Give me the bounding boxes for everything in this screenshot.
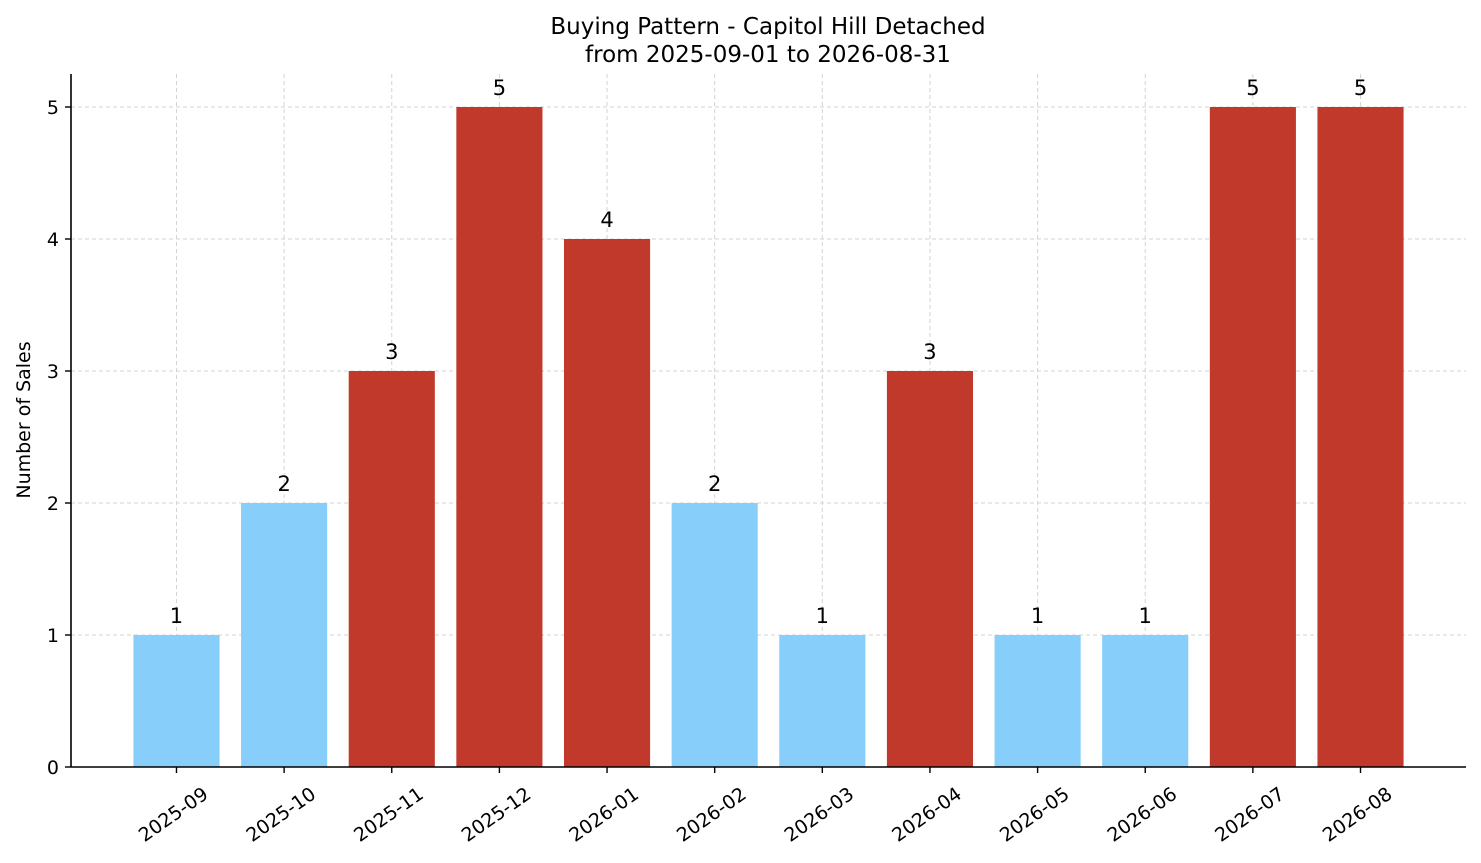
y-tick-label: 0 (47, 757, 59, 779)
x-tick-label: 2025-09 (135, 783, 213, 847)
y-tick-label: 2 (47, 493, 59, 515)
x-tick-label: 2026-03 (781, 783, 859, 847)
bar-data-label: 5 (493, 76, 506, 100)
bar-data-label: 1 (816, 604, 829, 628)
bar-2025-12 (456, 107, 543, 767)
chart-title: Buying Pattern - Capitol Hill Detached (550, 14, 985, 40)
y-tick-label: 5 (47, 97, 59, 119)
x-tick-label: 2025-12 (458, 783, 536, 847)
bar-2026-04 (886, 371, 974, 767)
bar-layer (133, 107, 1404, 767)
bar-data-label: 5 (1354, 76, 1367, 100)
bar-2025-09 (133, 635, 220, 767)
x-tick-label: 2025-11 (350, 783, 428, 847)
y-tick-label: 3 (47, 361, 59, 383)
y-tick-label: 1 (47, 625, 59, 647)
bar-2026-03 (779, 635, 866, 767)
bar-2026-01 (563, 239, 651, 767)
x-tick-label: 2026-04 (888, 783, 966, 847)
bar-data-label: 2 (277, 472, 290, 496)
x-tick-label: 2026-05 (996, 783, 1074, 847)
bar-2026-05 (994, 635, 1081, 767)
bar-2026-07 (1209, 107, 1296, 767)
bar-data-label: 1 (170, 604, 183, 628)
bar-2026-06 (1102, 635, 1189, 767)
x-tick-label: 2026-01 (565, 783, 643, 847)
bar-data-label: 3 (923, 340, 936, 364)
x-tick-label: 2026-08 (1319, 783, 1397, 847)
x-tick-label: 2026-07 (1211, 783, 1289, 847)
bar-data-label: 1 (1139, 604, 1152, 628)
label-layer: 1 2 3 5 4 2 1 3 1 1 5 5 (170, 76, 1367, 628)
x-tick-label: 2026-02 (673, 783, 751, 847)
bar-data-label: 2 (708, 472, 721, 496)
x-tick-label: 2025-10 (242, 783, 320, 847)
y-axis-label: Number of Sales (13, 341, 35, 498)
bar-2025-11 (348, 371, 435, 767)
chart-subtitle: from 2025-09-01 to 2026-08-31 (585, 42, 951, 68)
bar-data-label: 1 (1031, 604, 1044, 628)
bar-data-label: 3 (385, 340, 398, 364)
y-tick-label: 4 (47, 229, 59, 251)
bar-2025-10 (241, 503, 328, 767)
x-tick-label: 2026-06 (1103, 783, 1181, 847)
bar-data-label: 4 (600, 208, 613, 232)
bar-2026-02 (671, 503, 758, 767)
bar-2026-08 (1317, 107, 1404, 767)
bar-data-label: 5 (1246, 76, 1259, 100)
